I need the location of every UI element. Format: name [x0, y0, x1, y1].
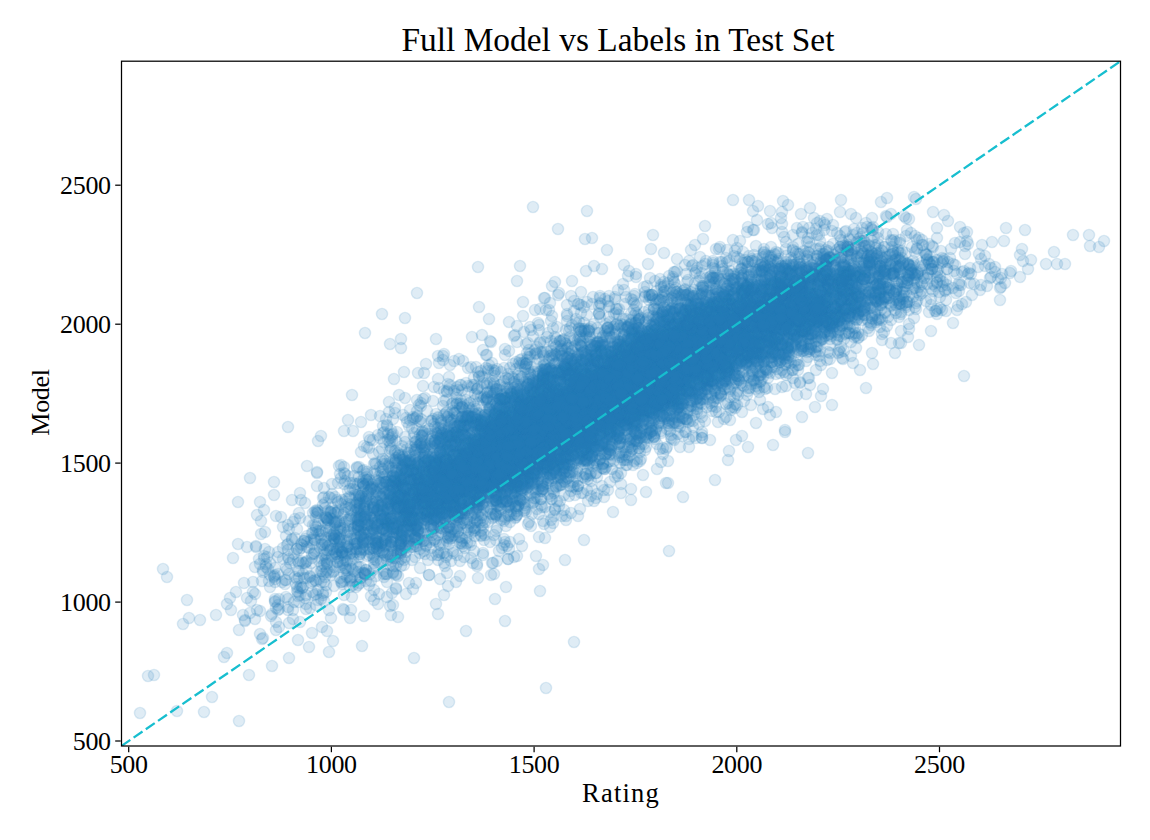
- svg-text:2000: 2000: [711, 750, 762, 779]
- svg-text:Full Model vs Labels in Test S: Full Model vs Labels in Test Set: [402, 21, 836, 58]
- svg-text:2000: 2000: [60, 310, 111, 339]
- svg-text:1000: 1000: [306, 750, 357, 779]
- svg-text:1000: 1000: [60, 588, 111, 617]
- svg-text:2500: 2500: [914, 750, 965, 779]
- svg-text:500: 500: [110, 750, 148, 779]
- svg-text:Rating: Rating: [582, 778, 660, 808]
- svg-text:500: 500: [73, 727, 111, 756]
- svg-text:1500: 1500: [509, 750, 560, 779]
- svg-text:Model: Model: [26, 369, 55, 435]
- svg-text:1500: 1500: [60, 449, 111, 478]
- svg-text:2500: 2500: [60, 171, 111, 200]
